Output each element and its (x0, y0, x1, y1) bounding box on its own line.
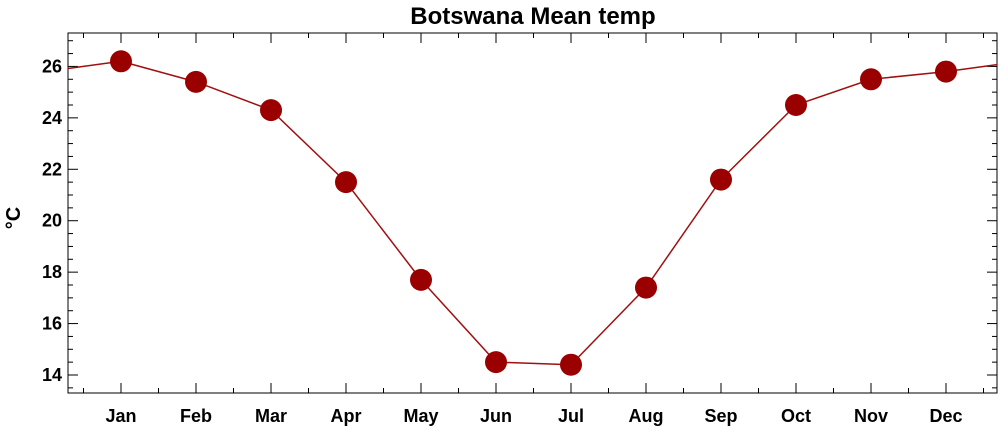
x-tick-label: Apr (331, 406, 362, 426)
data-point-dec (935, 60, 957, 83)
chart-title: Botswana Mean temp (410, 3, 655, 30)
y-tick-label: 16 (42, 314, 62, 334)
data-point-nov (860, 68, 882, 91)
y-tick-label: 24 (42, 108, 62, 128)
tick-labels: Jan Feb Mar Apr May Jun Jul Aug Sep Oct Nov Dec 14 16… (42, 56, 963, 426)
x-tick-label: Jan (105, 406, 136, 426)
x-tick-label: May (403, 406, 438, 426)
x-tick-label: Sep (704, 406, 737, 426)
x-tick-label: Nov (854, 406, 888, 426)
x-tick-label: Feb (180, 406, 212, 426)
data-point-sep (710, 168, 732, 191)
x-tick-label: Oct (781, 406, 811, 426)
data-point-jan (110, 50, 132, 73)
data-point-may (410, 268, 432, 291)
series-group (67, 50, 998, 376)
series-line (67, 60, 998, 366)
y-axis-label: °C (3, 207, 25, 229)
data-point-jun (485, 351, 507, 374)
y-tick-label: 26 (42, 56, 62, 76)
data-point-aug (635, 276, 657, 299)
y-tick-label: 20 (42, 211, 62, 231)
x-tick-label: Mar (255, 406, 287, 426)
x-tick-label: Aug (629, 406, 664, 426)
data-point-apr (335, 171, 357, 194)
y-tick-label: 22 (42, 159, 62, 179)
plot-frame (67, 32, 998, 394)
data-point-jul (560, 353, 582, 376)
x-tick-label: Jun (480, 406, 512, 426)
axis-ticks (68, 33, 997, 393)
data-point-oct (785, 94, 807, 116)
x-tick-label: Jul (558, 406, 584, 426)
y-tick-label: 18 (42, 262, 62, 282)
data-point-feb (185, 70, 207, 93)
x-tick-label: Dec (929, 406, 962, 426)
y-tick-label: 14 (42, 365, 62, 385)
data-point-mar (260, 99, 282, 122)
